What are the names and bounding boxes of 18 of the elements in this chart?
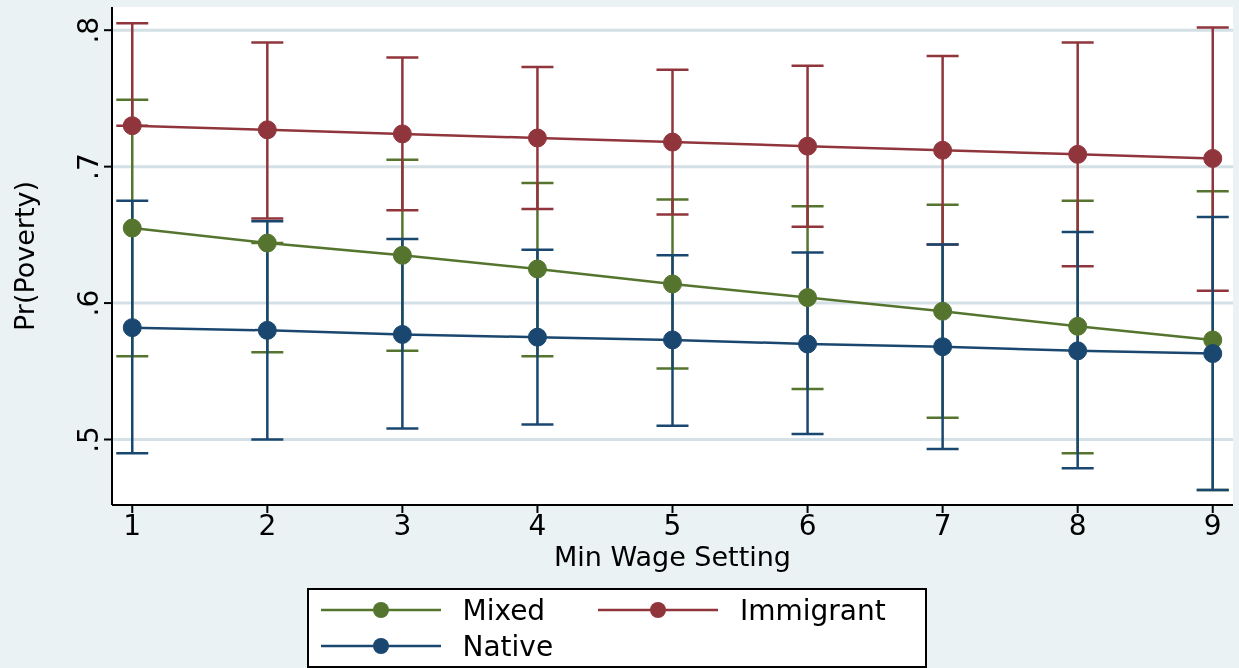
y-tick-label: .6 xyxy=(72,289,105,317)
x-tick-label: 2 xyxy=(258,508,277,542)
x-tick-label: 1 xyxy=(123,508,142,542)
legend-label: Native xyxy=(462,629,554,663)
y-axis-title: Pr(Poverty) xyxy=(8,180,40,332)
x-tick-label: 9 xyxy=(1203,508,1222,542)
legend-label: Mixed xyxy=(462,593,546,627)
x-tick-label: 7 xyxy=(933,508,952,542)
y-tick-label: .7 xyxy=(72,153,105,180)
x-tick-label: 6 xyxy=(798,508,817,542)
x-tick-label: 3 xyxy=(393,508,412,542)
y-tick-label: .8 xyxy=(72,16,105,44)
x-tick-label: 5 xyxy=(663,508,682,542)
x-tick-label: 8 xyxy=(1068,508,1087,542)
y-tick-label: .5 xyxy=(72,426,105,453)
legend-label: Immigrant xyxy=(739,593,886,627)
x-tick-label: 4 xyxy=(528,508,547,542)
x-axis-title: Min Wage Setting xyxy=(553,541,792,572)
